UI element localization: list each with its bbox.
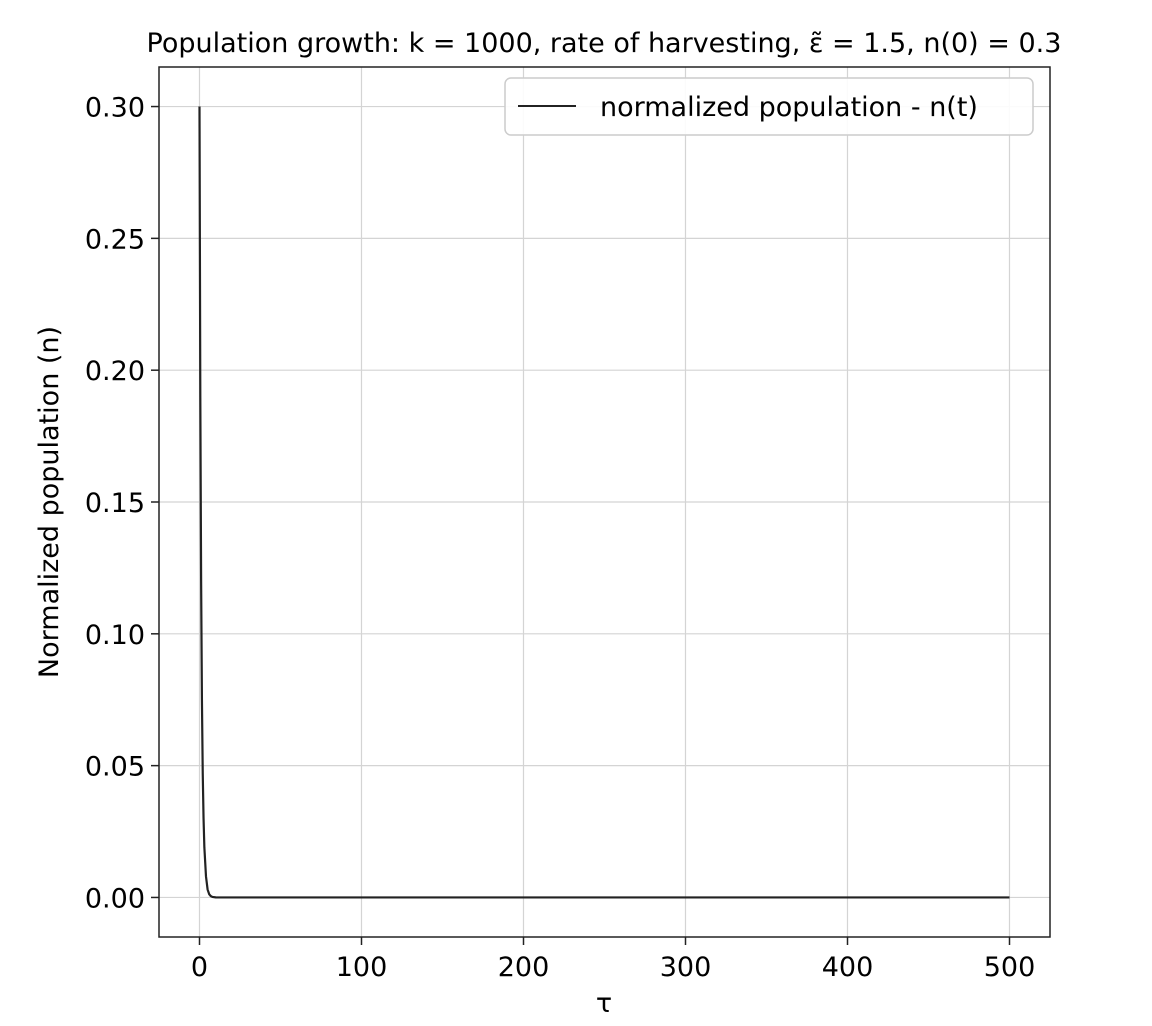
series-layer	[198, 106, 1010, 899]
y-tick-label: 0.20	[85, 356, 145, 387]
y-axis-label: Normalized population (n)	[34, 326, 65, 678]
y-tick-label: 0.15	[85, 488, 145, 519]
y-tick-label: 0.05	[85, 752, 145, 783]
y-axis: 0.00 0.05 0.10 0.15 0.20 0.25 0.30	[85, 93, 159, 914]
x-tick-label: 0	[191, 952, 208, 983]
legend-label: normalized population - n(t)	[600, 92, 978, 123]
y-tick-label: 0.00	[85, 883, 145, 914]
x-tick-label: 400	[822, 952, 874, 983]
series-line	[198, 106, 1010, 899]
x-tick-label: 500	[984, 952, 1036, 983]
chart-title: Population growth: k = 1000, rate of har…	[147, 28, 1062, 59]
y-tick-label: 0.25	[85, 224, 145, 255]
x-tick-label: 100	[336, 952, 388, 983]
x-axis-label: τ	[596, 988, 612, 1019]
x-tick-label: 300	[660, 952, 712, 983]
x-tick-label: 200	[498, 952, 550, 983]
y-tick-label: 0.30	[85, 93, 145, 124]
y-tick-label: 0.10	[85, 620, 145, 651]
legend-box	[504, 77, 1034, 136]
x-axis: 0 100 200 300 400 500	[191, 937, 1035, 983]
legend: normalized population - n(t)	[504, 77, 1034, 136]
